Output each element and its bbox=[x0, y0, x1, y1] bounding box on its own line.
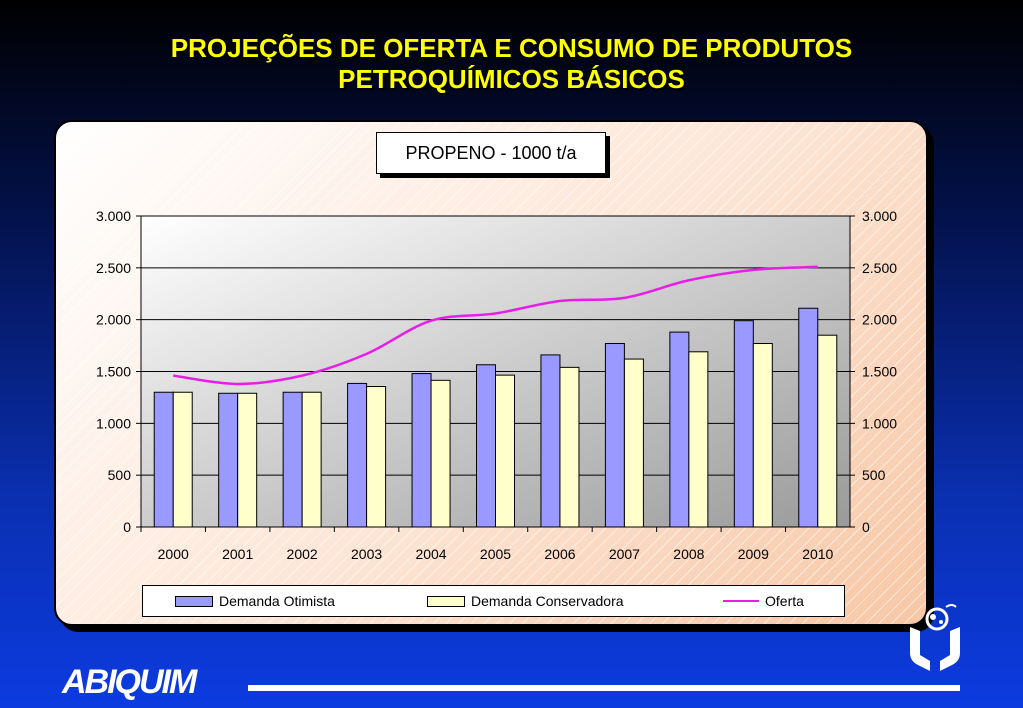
x-tick-label: 2003 bbox=[351, 546, 382, 562]
y-tick-label-left: 0 bbox=[123, 519, 131, 535]
legend-swatch-demanda-otimista bbox=[175, 595, 213, 607]
y-tick-label-left: 2.500 bbox=[96, 260, 131, 276]
abiquim-logo: ABIQUIM bbox=[62, 663, 197, 701]
y-tick-label-left: 1.500 bbox=[96, 364, 131, 380]
bar-demanda-otimista bbox=[476, 364, 496, 528]
line-oferta bbox=[173, 265, 818, 386]
bar-demanda-otimista bbox=[411, 373, 432, 528]
bar-demanda-otimista bbox=[733, 320, 754, 528]
slide-title: PROJEÇÕES DE OFERTA E CONSUMO DE PRODUTO… bbox=[0, 33, 1023, 95]
x-tick-label: 2010 bbox=[802, 546, 833, 562]
x-tick-label: 2008 bbox=[673, 546, 704, 562]
slide-title-line2: PETROQUÍMICOS BÁSICOS bbox=[338, 64, 685, 94]
bar-demanda-conservadora bbox=[752, 343, 773, 528]
x-tick-label: 2000 bbox=[158, 546, 189, 562]
bar-demanda-conservadora bbox=[366, 386, 387, 528]
y-tick-label-right: 3.000 bbox=[862, 208, 897, 224]
bar-demanda-otimista bbox=[153, 391, 174, 528]
x-tick-label: 2006 bbox=[544, 546, 575, 562]
hands-globe-emblem-icon bbox=[910, 604, 960, 671]
y-tick-label-right: 0 bbox=[862, 519, 870, 535]
bar-demanda-conservadora bbox=[172, 391, 193, 528]
legend-item-demanda-conservadora: Demanda Conservadora bbox=[427, 586, 624, 616]
y-tick-label-right: 1.000 bbox=[862, 415, 897, 431]
bar-demanda-otimista bbox=[218, 392, 239, 528]
y-tick-label-right: 2.000 bbox=[862, 312, 897, 328]
legend-item-demanda-otimista: Demanda Otimista bbox=[175, 586, 335, 616]
bar-demanda-conservadora bbox=[495, 374, 515, 528]
slide-title-line1: PROJEÇÕES DE OFERTA E CONSUMO DE PRODUTO… bbox=[170, 33, 853, 63]
bar-demanda-otimista bbox=[540, 354, 561, 528]
bar-demanda-conservadora bbox=[301, 391, 322, 528]
chart-title: PROPENO - 1000 t/a bbox=[376, 132, 606, 174]
bar-demanda-otimista bbox=[347, 382, 368, 528]
y-tick-label-left: 2.000 bbox=[96, 312, 131, 328]
chart-legend: Demanda Otimista Demanda Conservadora Of… bbox=[142, 585, 845, 617]
x-tick-label: 2001 bbox=[222, 546, 253, 562]
bar-demanda-conservadora bbox=[688, 351, 709, 528]
bar-demanda-otimista bbox=[798, 307, 819, 528]
y-tick-label-right: 500 bbox=[862, 467, 886, 483]
bar-demanda-otimista bbox=[669, 331, 690, 528]
legend-label-oferta: Oferta bbox=[765, 593, 804, 609]
x-tick-label: 2009 bbox=[738, 546, 769, 562]
y-tick-label-right: 1.500 bbox=[862, 364, 897, 380]
bar-demanda-otimista bbox=[604, 343, 625, 528]
x-tick-label: 2007 bbox=[609, 546, 640, 562]
y-tick-label-right: 2.500 bbox=[862, 260, 897, 276]
bar-demanda-otimista bbox=[282, 391, 303, 528]
legend-item-oferta: Oferta bbox=[723, 586, 804, 616]
bar-demanda-conservadora bbox=[623, 358, 644, 528]
legend-swatch-oferta bbox=[723, 600, 759, 603]
x-tick-label: 2004 bbox=[415, 546, 446, 562]
y-tick-label-left: 500 bbox=[108, 467, 132, 483]
logo-rule bbox=[248, 685, 960, 691]
legend-label-demanda-conservadora: Demanda Conservadora bbox=[471, 593, 624, 609]
bar-demanda-conservadora bbox=[237, 392, 258, 528]
y-tick-label-left: 3.000 bbox=[96, 208, 131, 224]
bar-demanda-conservadora bbox=[817, 334, 838, 528]
bar-demanda-conservadora bbox=[430, 379, 451, 528]
bar-demanda-conservadora bbox=[559, 366, 580, 528]
legend-swatch-demanda-conservadora bbox=[427, 595, 465, 607]
x-tick-label: 2005 bbox=[480, 546, 511, 562]
legend-label-demanda-otimista: Demanda Otimista bbox=[219, 593, 335, 609]
y-tick-label-left: 1.000 bbox=[96, 415, 131, 431]
x-tick-label: 2002 bbox=[287, 546, 318, 562]
